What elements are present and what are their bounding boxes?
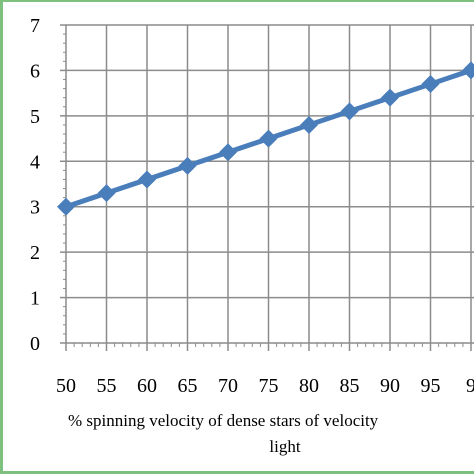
data-point-marker (381, 88, 399, 107)
data-point-marker (178, 156, 197, 175)
x-tick-label: 55 (97, 375, 117, 397)
y-tick-labels: 0 1 2 3 4 5 6 7 (30, 15, 40, 355)
y-tick-label: 1 (30, 288, 40, 310)
data-point-marker (138, 170, 156, 189)
y-tick-label: 2 (30, 242, 40, 264)
x-tick-labels: 50 55 60 65 70 75 80 85 90 95 9 (56, 375, 474, 397)
x-axis-title-line2: light (269, 437, 300, 456)
x-tick-label: 95 (421, 375, 441, 397)
x-tick-label: 9 (466, 375, 474, 397)
x-tick-label: 50 (56, 375, 76, 397)
data-point-marker (219, 143, 237, 162)
x-tick-label: 60 (137, 375, 157, 397)
x-tick-label: 65 (178, 375, 198, 397)
x-tick-label: 70 (218, 375, 238, 397)
x-axis-title-line1: % spinning velocity of dense stars of ve… (68, 411, 379, 430)
y-tick-label: 5 (30, 106, 40, 128)
y-tick-label: 0 (30, 333, 40, 355)
x-tick-label: 85 (340, 375, 360, 397)
data-point-marker (97, 184, 116, 203)
y-tick-label: 6 (30, 60, 40, 82)
x-tick-label: 80 (299, 375, 319, 397)
y-tick-label: 3 (30, 197, 40, 219)
data-point-marker (340, 102, 359, 121)
data-point-marker (300, 115, 318, 134)
data-point-marker (259, 129, 278, 148)
y-tick-label: 4 (30, 151, 40, 173)
x-tick-label: 90 (380, 375, 400, 397)
data-point-marker (462, 61, 474, 80)
data-point-marker (57, 197, 75, 216)
data-point-marker (421, 75, 440, 94)
axes (60, 24, 474, 351)
y-tick-label: 7 (30, 15, 40, 37)
frame-top-border (0, 0, 474, 2)
x-tick-label: 75 (259, 375, 279, 397)
series-group (57, 61, 474, 216)
